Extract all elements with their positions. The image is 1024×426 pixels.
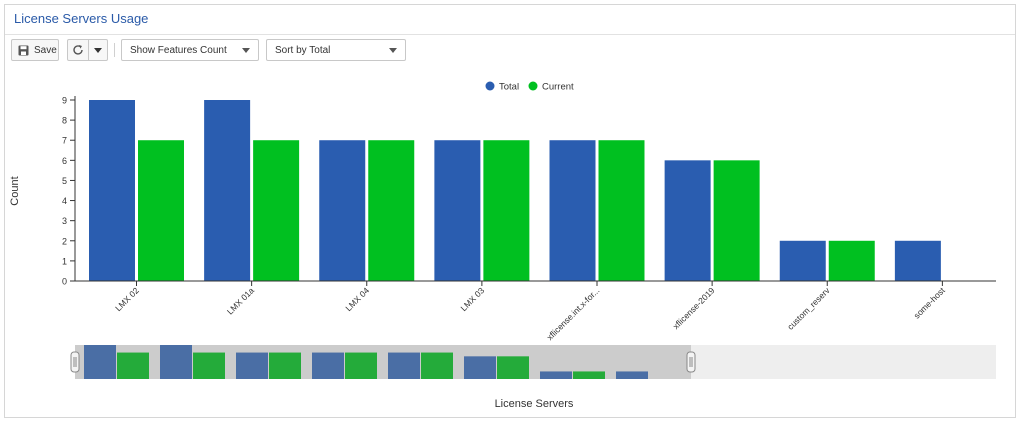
refresh-button[interactable] [67,39,89,61]
navigator-bar-total [388,352,420,379]
x-tick-label: some-host [912,285,948,321]
bar-total[interactable] [434,140,481,281]
bar-total[interactable] [779,240,826,281]
bar-current[interactable] [368,140,415,281]
legend-total-marker [485,81,495,91]
navigator-bar-current [345,352,377,379]
x-tick-label: custom_reserv [785,285,832,332]
navigator-bar-total [540,371,572,379]
y-axis-title: Count [9,176,21,205]
x-tick-label: xflicense-2019 [671,285,717,331]
y-tick-label: 9 [62,96,67,106]
y-tick-label: 6 [62,156,67,166]
y-tick-label: 2 [62,236,67,246]
y-tick-label: 3 [62,216,67,226]
bar-current[interactable] [253,140,300,281]
y-axis: 0 1 2 3 4 5 6 7 8 9 [62,96,76,287]
save-button-label: Save [34,44,57,56]
sort-dropdown[interactable]: Sort by Total [266,39,406,61]
y-tick-label: 5 [62,176,67,186]
x-tick-label: xflicense.int.x-for... [545,285,602,342]
navigator-bar-total [464,356,496,379]
bar-current[interactable] [483,140,530,281]
x-tick-label: LMX 02 [113,285,141,313]
chart-legend: Total Current [485,81,574,93]
legend-total-label[interactable]: Total [499,82,519,93]
chart-bars [89,100,941,281]
toolbar-divider [114,43,115,57]
sort-dropdown-label: Sort by Total [275,44,331,56]
bar-current[interactable] [598,140,645,281]
legend-current-marker [528,81,538,91]
x-axis-title: License Servers [495,398,574,410]
chevron-down-icon [389,48,397,53]
features-count-dropdown-label: Show Features Count [130,44,227,56]
bar-total[interactable] [549,140,596,281]
bar-total[interactable] [204,100,251,281]
navigator-bar-current [269,352,301,379]
x-tick-label: LMX 03 [459,285,487,313]
x-tick-label: LMX 01a [225,285,256,316]
features-count-dropdown[interactable]: Show Features Count [121,39,259,61]
bar-total[interactable] [319,140,366,281]
y-tick-label: 0 [62,277,67,287]
panel-divider [5,34,1015,35]
bar-current[interactable] [713,160,760,281]
y-tick-label: 7 [62,136,67,146]
refresh-icon [73,45,83,55]
navigator-bar-total [84,345,116,379]
bar-current[interactable] [138,140,184,281]
bar-total[interactable] [664,160,711,281]
navigator-bar-total [160,345,192,379]
navigator-bar-current [573,371,605,379]
save-button[interactable]: Save [11,39,59,61]
x-tick-label: LMX 04 [343,285,371,313]
navigator-bar-current [497,356,529,379]
navigator-bar-total [616,371,648,379]
y-tick-label: 4 [62,196,67,206]
navigator-right-handle[interactable] [686,351,696,373]
chevron-down-icon [242,48,250,53]
bar-total[interactable] [89,100,135,281]
y-tick-label: 1 [62,256,67,266]
chart-navigator[interactable] [70,345,996,379]
y-tick-label: 8 [62,116,67,126]
bar-total[interactable] [894,240,941,281]
save-icon [18,45,29,55]
navigator-bar-current [421,352,453,379]
caret-down-icon [94,47,102,53]
navigator-bar-total [236,352,268,379]
bar-current[interactable] [828,240,875,281]
panel-title: License Servers Usage [14,11,149,26]
navigator-left-handle[interactable] [70,351,80,373]
navigator-bar-current [117,352,149,379]
x-axis: LMX 02 LMX 01a LMX 04 LMX 03 xflicense.int.x… [75,280,996,342]
refresh-options-button[interactable] [88,39,108,61]
navigator-bar-total [312,352,344,379]
legend-current-label[interactable]: Current [542,82,574,93]
navigator-bar-current [193,352,225,379]
